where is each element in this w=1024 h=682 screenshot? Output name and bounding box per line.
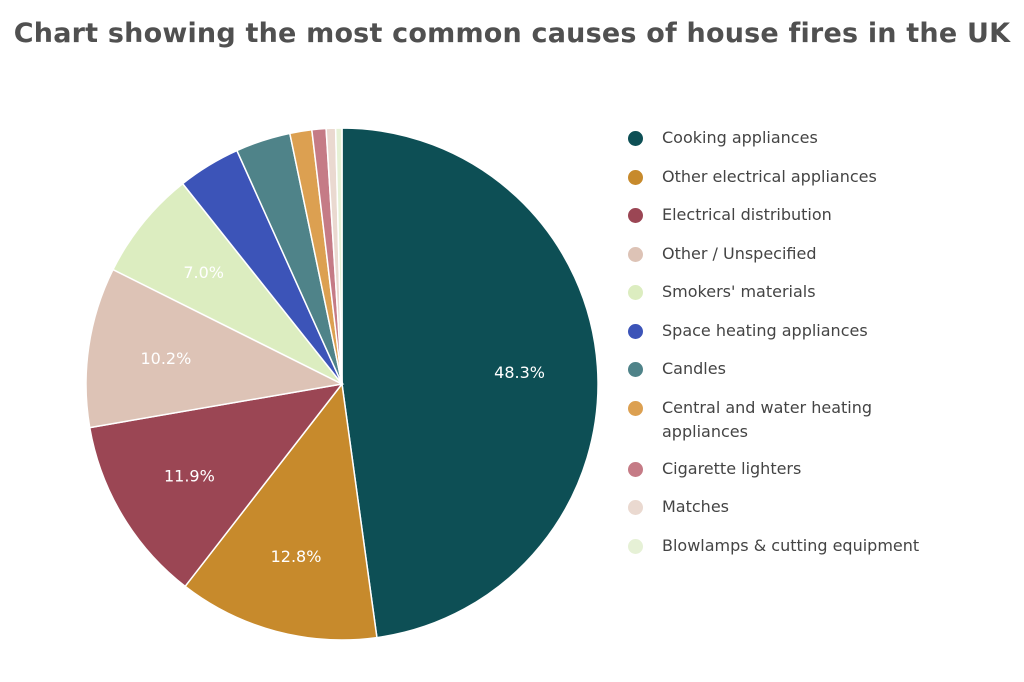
slice-value-label: 7.0%: [183, 263, 224, 282]
slice-value-label: 12.8%: [271, 547, 322, 566]
legend-label: Smokers' materials: [662, 282, 816, 301]
legend-swatch: [628, 323, 643, 339]
legend-swatch: [628, 169, 643, 185]
legend-swatch: [628, 461, 643, 477]
pie-chart: 48.3% 12.8% 11.9% 10.2% 7.0%: [85, 127, 599, 641]
pie-slices: [85, 127, 599, 641]
chart-title: Chart showing the most common causes of …: [13, 18, 1011, 49]
pie-slice: [341, 127, 599, 639]
legend-swatch: [628, 131, 643, 146]
legend-label: Candles: [662, 359, 726, 378]
legend-item: Smokers' materials: [628, 280, 1008, 319]
legend-item: Other electrical appliances: [628, 165, 1008, 204]
slice-value-label: 11.9%: [164, 467, 215, 486]
legend-label: Other electrical appliances: [662, 166, 877, 186]
legend-item: Electrical distribution: [628, 203, 1008, 242]
pie-slice: [334, 127, 343, 385]
legend-item: Matches: [628, 495, 1008, 534]
legend-swatch: [628, 538, 643, 554]
pie-slice: [112, 182, 343, 385]
legend-label: Other / Unspecified: [662, 243, 817, 263]
legend-label: Cooking appliances: [662, 128, 818, 147]
legend-label: Matches: [662, 497, 729, 516]
pie-slice: [88, 382, 344, 588]
legend-swatch: [628, 285, 643, 300]
legend-swatch: [628, 400, 643, 416]
legend-item: Other / Unspecified: [628, 242, 1008, 281]
legend-item: Blowlamps & cutting equipment: [628, 534, 1008, 573]
legend-label: Space heating appliances: [662, 320, 868, 340]
slice-value-label: 10.2%: [140, 349, 191, 368]
legend-item: Cigarette lighters: [628, 457, 1008, 496]
pie-slice: [85, 268, 345, 429]
legend-label: Blowlamps & cutting equipment: [662, 535, 920, 555]
legend-swatch: [628, 362, 643, 377]
legend-swatch: [628, 500, 643, 515]
pie-labels: 48.3% 12.8% 11.9% 10.2% 7.0%: [140, 263, 545, 566]
legend-swatch: [628, 246, 643, 262]
legend-item: Central and water heating appliances: [628, 396, 1008, 457]
pie-slice: [184, 382, 378, 641]
legend-item: Cooking appliances: [628, 126, 1008, 165]
slice-value-label: 48.3%: [494, 363, 545, 382]
legend-label: Electrical distribution: [662, 205, 832, 224]
legend-swatch: [628, 208, 643, 223]
legend-label: Central and water heating appliances: [662, 397, 873, 441]
legend: Cooking appliances Other electrical appli…: [628, 126, 1008, 572]
legend-item: Candles: [628, 357, 1008, 396]
legend-label: Cigarette lighters: [662, 458, 802, 478]
legend-item: Space heating appliances: [628, 319, 1008, 358]
